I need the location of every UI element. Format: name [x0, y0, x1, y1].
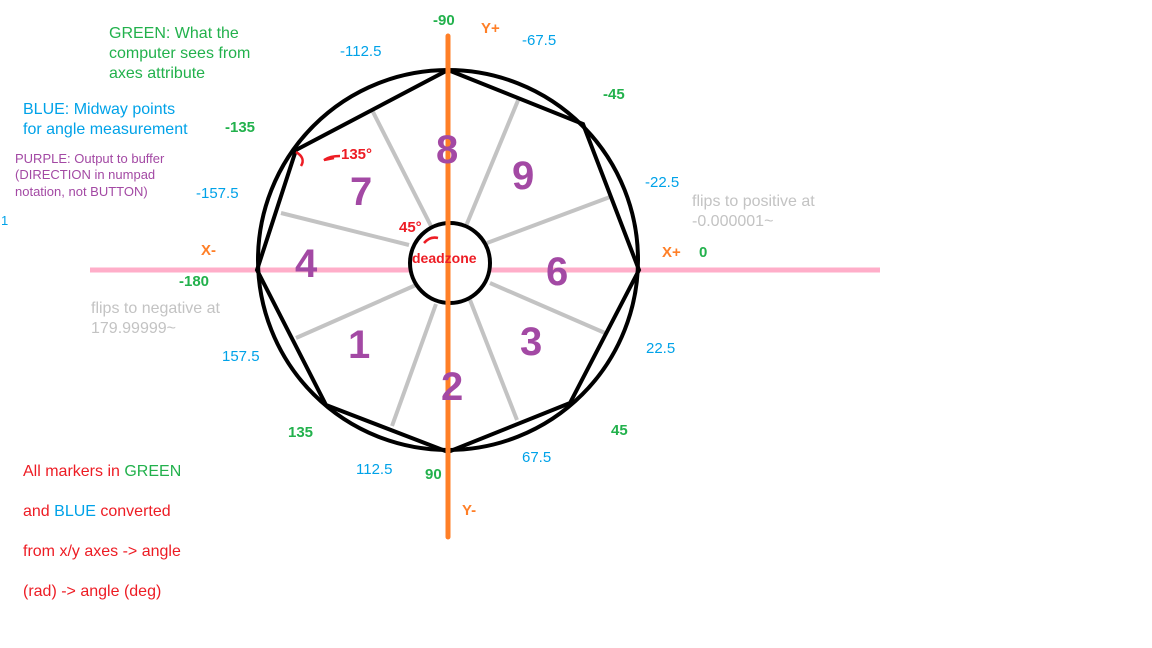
green-marker-m45: -45 [603, 86, 625, 103]
spoke-m22-5 [486, 195, 611, 245]
zone-2: 2 [441, 365, 464, 409]
stray-label: 1 [1, 213, 9, 228]
green-marker-p135: 135 [288, 424, 314, 441]
green-marker-p90: 90 [425, 466, 442, 483]
green-marker-m180: -180 [179, 273, 210, 290]
zone-8: 8 [436, 128, 459, 172]
blue-marker-m157-5: -157.5 [196, 185, 239, 202]
midway-spokes [280, 97, 611, 427]
footnote-line-3: from x/y axes -> angle [23, 543, 181, 560]
footnote-line-2: and BLUE converted [23, 503, 171, 520]
blue-marker-m112-5: -112.5 [340, 43, 382, 60]
spoke-p157-5 [295, 283, 417, 340]
green-marker-m135: -135 [225, 119, 256, 136]
y-minus-label: Y- [462, 502, 477, 519]
green-marker-m90: -90 [433, 12, 455, 29]
zone-9: 9 [512, 154, 535, 198]
spoke-m112-5 [370, 109, 433, 227]
zone-3: 3 [520, 320, 543, 364]
zone-1: 1 [348, 323, 371, 367]
x-minus-label: X- [201, 242, 216, 259]
angle-135-label: 135° [341, 146, 373, 163]
spoke-m67-5 [464, 97, 521, 227]
flip-negative-note: flips to negative at 179.99999~ [91, 300, 220, 337]
spoke-p112-5 [390, 303, 438, 427]
blue-marker-m22-5: -22.5 [645, 174, 680, 191]
green-marker-0: 0 [699, 244, 708, 261]
conversion-footnote: All markers in GREEN and BLUE converted … [23, 442, 181, 622]
legend-blue: BLUE: Midway points for angle measuremen… [23, 101, 188, 138]
zone-4: 4 [295, 242, 318, 286]
angle-135-mark [295, 150, 304, 167]
spoke-m157-5 [280, 211, 410, 247]
x-plus-label: X+ [662, 244, 681, 261]
blue-marker-p67-5: 67.5 [522, 449, 552, 466]
footnote-blue-word: BLUE [54, 503, 96, 520]
blue-marker-p157-5: 157.5 [222, 348, 260, 365]
legend-green: GREEN: What the computer sees from axes … [109, 25, 251, 82]
blue-marker-m67-5: -67.5 [522, 32, 557, 49]
spoke-p22-5 [489, 281, 606, 335]
blue-marker-p22-5: 22.5 [646, 340, 676, 357]
angle-45-mark [423, 236, 439, 244]
angle-45-label: 45° [399, 219, 422, 236]
angle-135-arrow [323, 154, 341, 162]
flip-positive-note: flips to positive at -0.000001~ [692, 193, 815, 230]
blue-marker-p112-5: 112.5 [356, 461, 393, 478]
y-plus-label: Y+ [481, 20, 500, 37]
footnote-green-word: GREEN [124, 463, 182, 480]
deadzone-label: deadzone [412, 250, 477, 266]
zone-7: 7 [350, 170, 373, 214]
footnote-line-4: (rad) -> angle (deg) [23, 583, 162, 600]
zone-6: 6 [546, 250, 569, 294]
green-marker-p45: 45 [611, 422, 628, 439]
spoke-p67-5 [468, 299, 519, 421]
footnote-line-1: All markers in GREEN [23, 463, 182, 480]
legend-purple: PURPLE: Output to buffer (DIRECTION in n… [15, 151, 165, 199]
